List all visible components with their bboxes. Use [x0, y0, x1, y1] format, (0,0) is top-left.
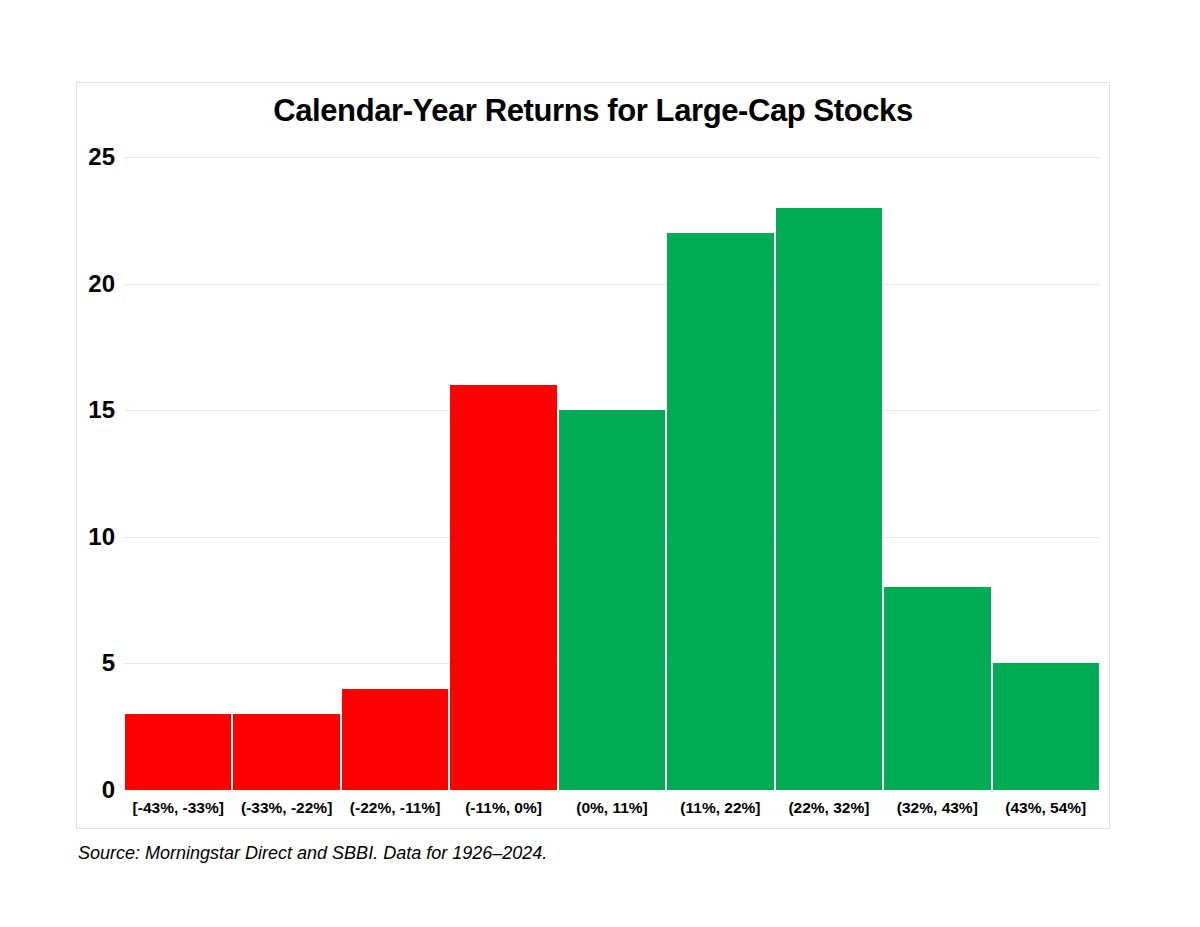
x-axis-tick-label: (-11%, 0%] — [449, 798, 557, 818]
histogram-bar — [125, 714, 231, 790]
source-note: Source: Morningstar Direct and SBBI. Dat… — [78, 843, 547, 864]
y-axis-tick-label: 0 — [77, 778, 115, 802]
gridline-y-20 — [124, 284, 1100, 285]
histogram-bar — [667, 233, 773, 790]
x-axis-tick-label: (-22%, -11%] — [341, 798, 449, 818]
y-axis-tick-label: 20 — [77, 272, 115, 296]
gridline-y-25 — [124, 157, 1100, 158]
y-axis-tick-label: 15 — [77, 398, 115, 422]
histogram-bar — [884, 587, 990, 790]
chart-panel: Calendar-Year Returns for Large-Cap Stoc… — [76, 82, 1110, 829]
histogram-bar — [450, 385, 556, 790]
y-axis-tick-label: 5 — [77, 651, 115, 675]
x-axis-tick-label: (0%, 11%] — [558, 798, 666, 818]
x-axis-tick-label: (22%, 32%] — [775, 798, 883, 818]
y-axis-tick-label: 25 — [77, 145, 115, 169]
histogram-bar — [776, 208, 882, 790]
x-axis-tick-label: [-43%, -33%] — [124, 798, 232, 818]
x-axis-tick-label: (11%, 22%] — [666, 798, 774, 818]
histogram-bar — [559, 410, 665, 790]
plot-area — [124, 157, 1100, 790]
y-axis-tick-label: 10 — [77, 525, 115, 549]
chart-title: Calendar-Year Returns for Large-Cap Stoc… — [77, 93, 1109, 129]
x-axis-tick-label: (32%, 43%] — [883, 798, 991, 818]
histogram-bar — [233, 714, 339, 790]
histogram-bar — [342, 689, 448, 790]
x-axis-tick-label: (-33%, -22%] — [232, 798, 340, 818]
x-axis-tick-label: (43%, 54%] — [992, 798, 1100, 818]
histogram-bar — [993, 663, 1099, 790]
